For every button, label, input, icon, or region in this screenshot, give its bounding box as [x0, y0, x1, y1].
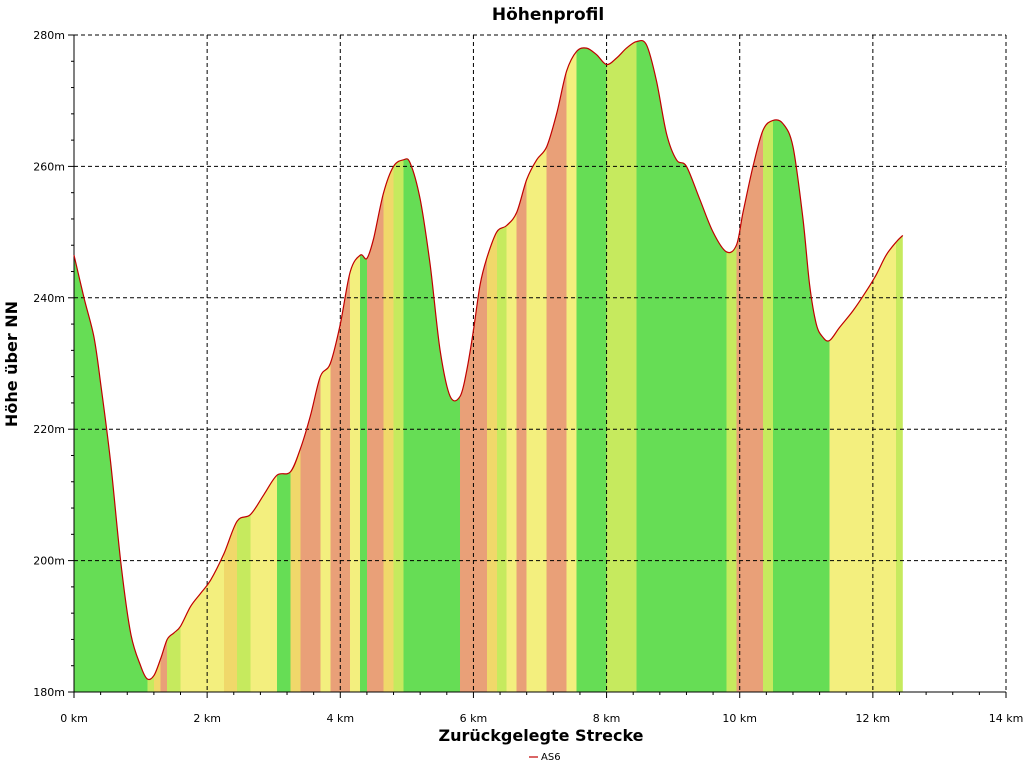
x-tick-label: 2 km	[193, 712, 221, 725]
axes: 180m 200m 220m 240m 260m 280m 0 km 2 km 4 km 6 km…	[33, 29, 1023, 725]
x-tick-label: 6 km	[460, 712, 488, 725]
x-tick-label: 10 km	[722, 712, 757, 725]
y-tick-label: 260m	[33, 160, 65, 173]
chart-title: Höhenprofil	[492, 5, 604, 25]
x-axis-title: Zurückgelegte Strecke	[438, 726, 643, 745]
elevation-area	[74, 40, 903, 692]
x-tick-label: 12 km	[856, 712, 891, 725]
x-tick-label: 4 km	[326, 712, 354, 725]
y-tick-label: 200m	[33, 555, 65, 568]
series-line-layer	[73, 39, 904, 681]
y-tick-label: 240m	[33, 292, 65, 305]
x-tick-label: 14 km	[989, 712, 1024, 725]
series-line-as6	[73, 39, 904, 681]
y-axis-title: Höhe über NN	[2, 301, 21, 427]
y-tick-label: 180m	[33, 686, 65, 699]
area-layer	[74, 40, 903, 692]
y-tick-label: 220m	[33, 423, 65, 436]
legend: AS6	[529, 752, 561, 763]
y-tick-label: 280m	[33, 29, 65, 42]
x-tick-label: 8 km	[593, 712, 621, 725]
legend-label-as6: AS6	[541, 752, 561, 763]
x-tick-label: 0 km	[60, 712, 88, 725]
